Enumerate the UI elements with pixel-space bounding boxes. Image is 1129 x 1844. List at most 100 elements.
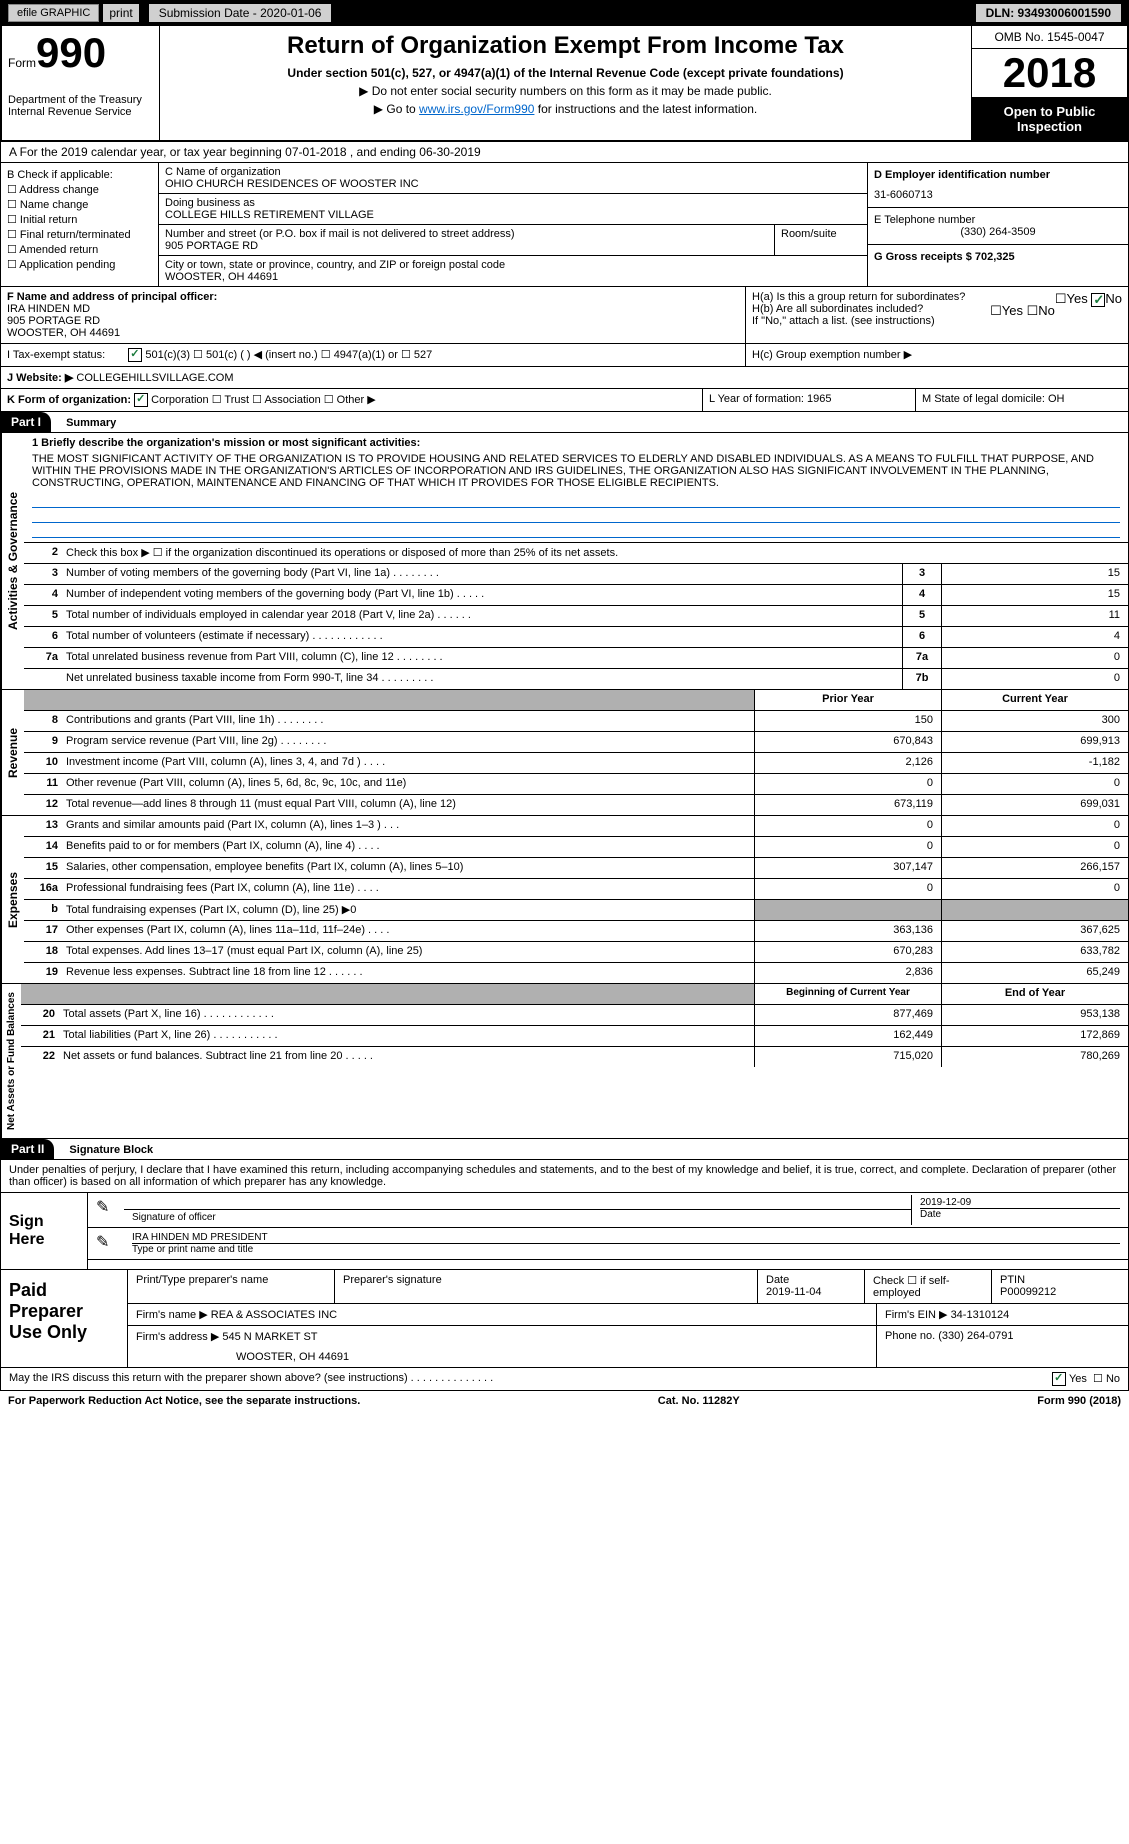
f-name: IRA HINDEN MD (7, 303, 739, 315)
summary-row: Net unrelated business taxable income fr… (24, 669, 1128, 689)
cb-amended[interactable]: ☐ Amended return (7, 243, 152, 256)
line2-row: 2 Check this box ▶ ☐ if the organization… (24, 543, 1128, 564)
gov-content: 1 Briefly describe the organization's mi… (24, 433, 1128, 689)
firm-addr-cell: Firm's address ▶ 545 N MARKET ST WOOSTER… (128, 1326, 877, 1367)
summary-row: 17 Other expenses (Part IX, column (A), … (24, 921, 1128, 942)
discuss-yesno: Yes ☐ No (1052, 1372, 1120, 1386)
current-value: 0 (941, 816, 1128, 836)
row-box: 4 (902, 585, 941, 605)
ha-no-check[interactable] (1091, 293, 1105, 307)
row-value: 15 (941, 564, 1128, 584)
blue-line (32, 493, 1120, 508)
current-value: 0 (941, 774, 1128, 794)
current-value: 699,031 (941, 795, 1128, 815)
gross-label: G Gross receipts $ 702,325 (874, 251, 1122, 263)
501c3-check[interactable] (128, 348, 142, 362)
row-text: Net assets or fund balances. Subtract li… (59, 1047, 754, 1067)
paperwork-notice: For Paperwork Reduction Act Notice, see … (8, 1395, 360, 1407)
prior-value: 162,449 (754, 1026, 941, 1046)
dba-label: Doing business as (165, 197, 861, 209)
current-value: 953,138 (941, 1005, 1128, 1025)
footer-line: For Paperwork Reduction Act Notice, see … (0, 1391, 1129, 1411)
summary-row: 10 Investment income (Part VIII, column … (24, 753, 1128, 774)
row-text: Other expenses (Part IX, column (A), lin… (62, 921, 754, 941)
vlabel-rev: Revenue (1, 690, 24, 815)
row-box: 3 (902, 564, 941, 584)
hc-cell: H(c) Group exemption number ▶ (746, 344, 1128, 366)
summary-row: 5 Total number of individuals employed i… (24, 606, 1128, 627)
form-label: Form (8, 56, 36, 70)
row-text: Total assets (Part X, line 16) . . . . .… (59, 1005, 754, 1025)
row-text: Other revenue (Part VIII, column (A), li… (62, 774, 754, 794)
dept-treasury: Department of the Treasury (8, 94, 153, 106)
f-city: WOOSTER, OH 44691 (7, 327, 739, 339)
row-text: Number of voting members of the governin… (62, 564, 902, 584)
officer-name-cell: IRA HINDEN MD PRESIDENT Type or print na… (124, 1230, 1128, 1257)
f-label: F Name and address of principal officer: (7, 291, 739, 303)
summary-row: 21 Total liabilities (Part X, line 26) .… (21, 1026, 1128, 1047)
prior-value: 673,119 (754, 795, 941, 815)
efile-button[interactable]: efile GRAPHIC (8, 4, 99, 22)
header-right: OMB No. 1545-0047 2018 Open to Public In… (971, 26, 1127, 140)
self-emp-check[interactable]: Check ☐ if self-employed (865, 1270, 992, 1303)
row-text: Benefits paid to or for members (Part IX… (62, 837, 754, 857)
cb-application[interactable]: ☐ Application pending (7, 258, 152, 271)
ha-row: H(a) Is this a group return for subordin… (752, 291, 1122, 303)
cb-address-change[interactable]: ☐ Address change (7, 183, 152, 196)
print-button[interactable]: print (103, 4, 138, 22)
corp-check[interactable] (134, 393, 148, 407)
discuss-yes[interactable] (1052, 1372, 1066, 1386)
part2-badge: Part II (1, 1139, 54, 1159)
room-cell: Room/suite (775, 225, 867, 255)
prep-row-1: Print/Type preparer's name Preparer's si… (128, 1270, 1128, 1304)
prior-value: 2,836 (754, 963, 941, 983)
row-text: Total unrelated business revenue from Pa… (62, 648, 902, 668)
summary-row: 13 Grants and similar amounts paid (Part… (24, 816, 1128, 837)
gov-section: Activities & Governance 1 Briefly descri… (1, 433, 1128, 689)
pen-icon: ✎ (88, 1230, 124, 1257)
sign-here-section: Sign Here ✎ Signature of officer 2019-12… (1, 1193, 1128, 1269)
tax-year: 2018 (972, 49, 1127, 98)
ha-yesno: ☐Yes No (1055, 291, 1122, 307)
addr-value: 905 PORTAGE RD (165, 240, 768, 252)
current-value: 367,625 (941, 921, 1128, 941)
section-k: K Form of organization: Corporation ☐ Tr… (1, 389, 703, 411)
summary-row: 11 Other revenue (Part VIII, column (A),… (24, 774, 1128, 795)
preparer-grid: Print/Type preparer's name Preparer's si… (128, 1270, 1128, 1367)
current-value (941, 900, 1128, 920)
ein-cell: D Employer identification number 31-6060… (868, 163, 1128, 208)
summary-row: 16a Professional fundraising fees (Part … (24, 879, 1128, 900)
dba-row: Doing business as COLLEGE HILLS RETIREME… (159, 194, 867, 225)
cb-initial-return[interactable]: ☐ Initial return (7, 213, 152, 226)
org-name-row: C Name of organization OHIO CHURCH RESID… (159, 163, 867, 194)
line2-text: Check this box ▶ ☐ if the organization d… (62, 543, 1128, 563)
form-subtitle: Under section 501(c), 527, or 4947(a)(1)… (166, 66, 965, 80)
gross-receipts: G Gross receipts $ 702,325 (868, 245, 1128, 269)
cb-final-return[interactable]: ☐ Final return/terminated (7, 228, 152, 241)
submission-date: Submission Date - 2020-01-06 (149, 4, 332, 22)
blue-line (32, 523, 1120, 538)
row-value: 0 (941, 648, 1128, 668)
k-opts: Corporation ☐ Trust ☐ Association ☐ Othe… (151, 394, 376, 406)
prior-value: 670,843 (754, 732, 941, 752)
summary-row: 18 Total expenses. Add lines 13–17 (must… (24, 942, 1128, 963)
column-b: B Check if applicable: ☐ Address change … (1, 163, 159, 286)
prior-year-header: Prior Year (754, 690, 941, 710)
rev-section: Revenue Prior Year Current Year 8 Contri… (1, 689, 1128, 815)
prior-value (754, 900, 941, 920)
row-text: Salaries, other compensation, employee b… (62, 858, 754, 878)
irs-link[interactable]: www.irs.gov/Form990 (419, 102, 534, 116)
row-box: 7a (902, 648, 941, 668)
phone-value: (330) 264-3509 (874, 226, 1122, 238)
row-text: Grants and similar amounts paid (Part IX… (62, 816, 754, 836)
summary-row: 6 Total number of volunteers (estimate i… (24, 627, 1128, 648)
i-row: I Tax-exempt status: 501(c)(3) ☐ 501(c) … (0, 344, 1129, 367)
summary-row: 4 Number of independent voting members o… (24, 585, 1128, 606)
summary-row: 20 Total assets (Part X, line 16) . . . … (21, 1005, 1128, 1026)
row-text: Total revenue—add lines 8 through 11 (mu… (62, 795, 754, 815)
part1-badge: Part I (1, 412, 51, 432)
part1-header-row: Part I Summary (1, 412, 1128, 433)
row-box: 5 (902, 606, 941, 626)
cb-name-change[interactable]: ☐ Name change (7, 198, 152, 211)
preparer-section: Paid Preparer Use Only Print/Type prepar… (1, 1269, 1128, 1367)
